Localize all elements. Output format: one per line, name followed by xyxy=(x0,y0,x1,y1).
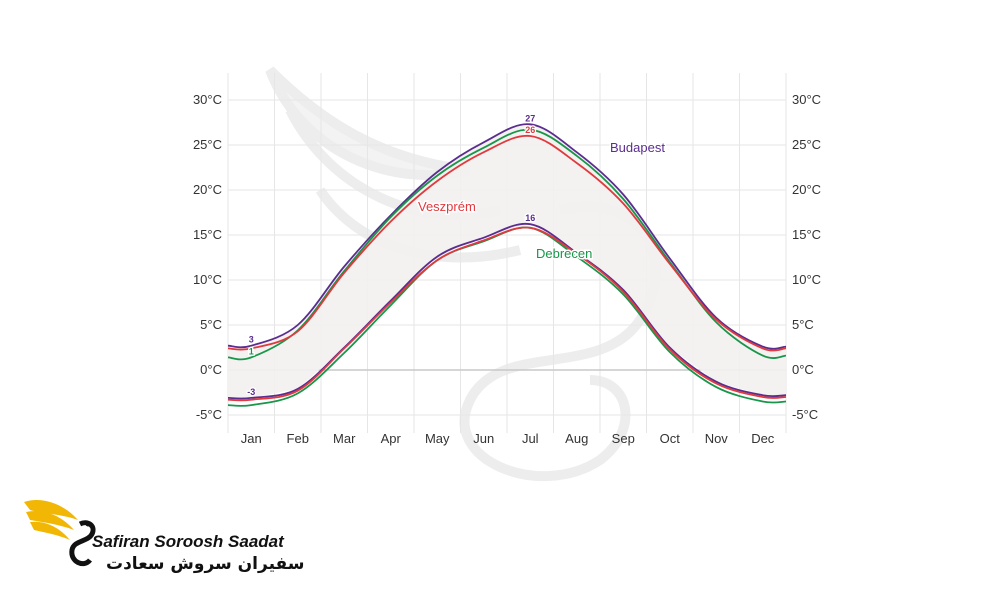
x-tick-label: Oct xyxy=(660,431,681,446)
y-tick-label-right: 0°C xyxy=(792,362,814,377)
x-tick-label: Feb xyxy=(287,431,309,446)
band-area xyxy=(228,124,786,398)
y-tick-label-right: 15°C xyxy=(792,227,821,242)
swan-wing-icon xyxy=(24,500,96,567)
series-line xyxy=(227,134,787,352)
y-tick-label-left: 10°C xyxy=(193,272,222,287)
y-tick-label-left: -5°C xyxy=(196,407,222,422)
data-label: 3 xyxy=(249,335,254,345)
x-tick-label: Mar xyxy=(333,431,356,446)
x-tick-label: Apr xyxy=(381,431,402,446)
y-tick-label-right: 25°C xyxy=(792,137,821,152)
y-tick-label-left: 30°C xyxy=(193,92,222,107)
x-tick-label: May xyxy=(425,431,450,446)
y-tick-label-left: 20°C xyxy=(193,182,222,197)
series-line xyxy=(227,222,787,400)
y-tick-label-left: 25°C xyxy=(193,137,222,152)
x-tick-label: Jan xyxy=(241,431,262,446)
y-tick-label-right: 5°C xyxy=(792,317,814,332)
series-line xyxy=(227,226,787,402)
y-tick-label-left: 5°C xyxy=(200,317,222,332)
data-label: 26 xyxy=(525,125,535,135)
x-tick-label: Jun xyxy=(473,431,494,446)
y-tick-label-right: 20°C xyxy=(792,182,821,197)
series-line xyxy=(227,123,787,350)
series-name-label: Budapest xyxy=(610,140,665,155)
y-tick-label-left: 15°C xyxy=(193,227,222,242)
brand-logo: Safiran Soroosh Saadat سفیران سروش سعادت xyxy=(22,490,312,580)
y-tick-label-right: 10°C xyxy=(792,272,821,287)
series-lines xyxy=(227,123,787,407)
data-label: 16 xyxy=(525,213,535,223)
x-tick-label: Aug xyxy=(565,431,588,446)
x-tick-label: Nov xyxy=(705,431,729,446)
x-tick-label: Sep xyxy=(612,431,635,446)
series-name-label: Debrecen xyxy=(536,246,592,261)
data-label: 1 xyxy=(249,346,254,356)
y-tick-label-left: 0°C xyxy=(200,362,222,377)
x-tick-label: Jul xyxy=(522,431,539,446)
brand-name-en: Safiran Soroosh Saadat xyxy=(92,532,284,551)
brand-name-fa: سفیران سروش سعادت xyxy=(106,554,305,574)
y-tick-label-right: -5°C xyxy=(792,407,818,422)
data-label: 27 xyxy=(525,113,535,123)
data-label: -3 xyxy=(247,387,255,397)
axes: -5°C -5°C 0°C 0°C 5°C 5°C 10°C 10°C 15°C 15°C 20°C… xyxy=(193,92,821,446)
y-tick-label-right: 30°C xyxy=(792,92,821,107)
temperature-band xyxy=(228,124,786,398)
x-tick-label: Dec xyxy=(751,431,775,446)
series-name-label: Veszprém xyxy=(418,199,476,214)
data-labels: 3 27 -3 16 1 26 Budapest Debrecen Veszprém xyxy=(246,112,667,398)
series-line xyxy=(227,128,787,361)
